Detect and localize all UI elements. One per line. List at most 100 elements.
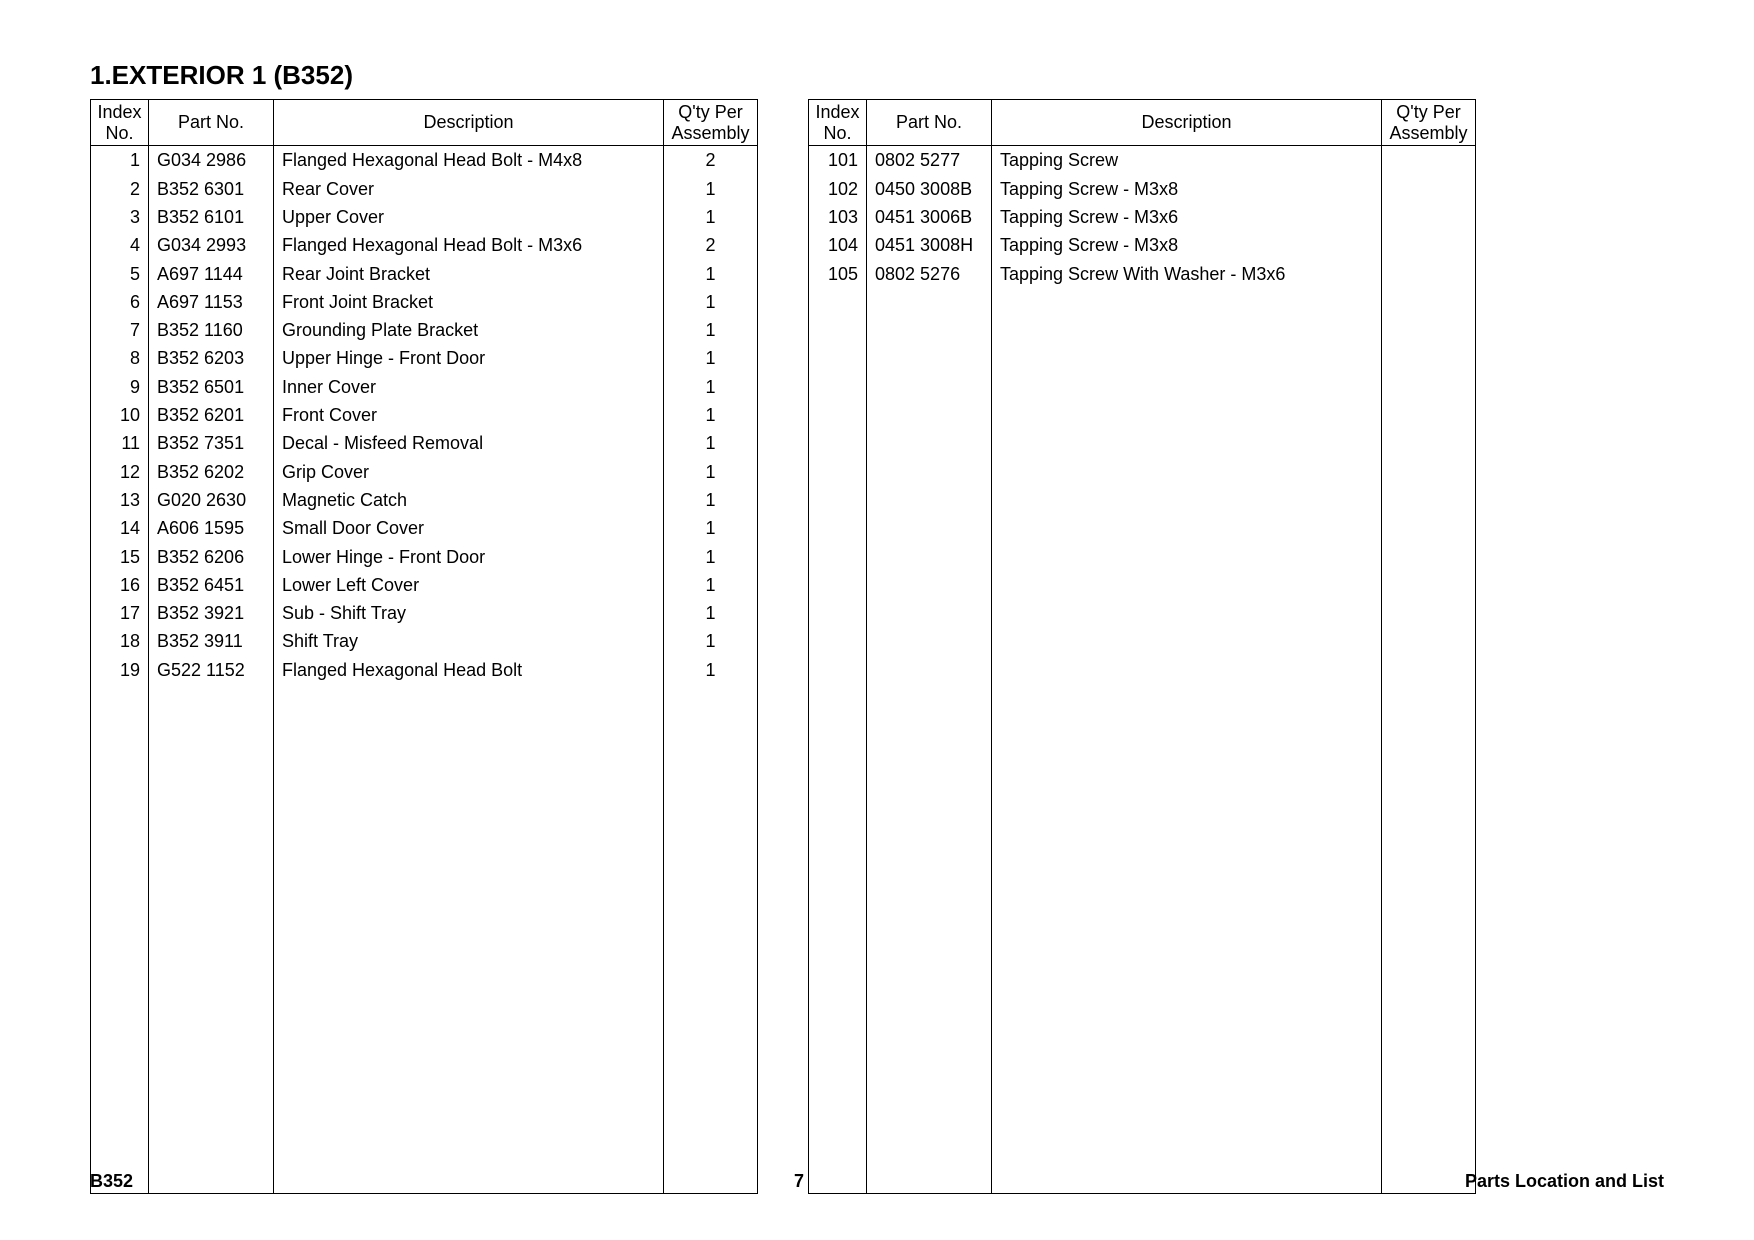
- table-row-empty: [809, 1137, 1476, 1165]
- table-row-empty: [809, 543, 1476, 571]
- cell-partno: 0451 3006B: [867, 203, 992, 231]
- table-row: 8B352 6203Upper Hinge - Front Door1: [91, 344, 758, 372]
- cell-qty: 1: [664, 514, 758, 542]
- cell-description: Small Door Cover: [274, 514, 664, 542]
- cell-partno: G034 2993: [149, 231, 274, 259]
- cell-description: Lower Left Cover: [274, 571, 664, 599]
- table-row: 10B352 6201Front Cover1: [91, 401, 758, 429]
- table-row: 1010802 5277Tapping Screw: [809, 146, 1476, 175]
- cell-description: Flanged Hexagonal Head Bolt - M3x6: [274, 231, 664, 259]
- cell-partno: G522 1152: [149, 656, 274, 684]
- cell-qty: 1: [664, 458, 758, 486]
- table-row-empty: [809, 288, 1476, 316]
- table-row-empty: [809, 712, 1476, 740]
- table-row: 11B352 7351Decal - Misfeed Removal1: [91, 429, 758, 457]
- table-row-empty: [809, 854, 1476, 882]
- cell-description: Rear Joint Bracket: [274, 260, 664, 288]
- cell-partno: B352 3911: [149, 627, 274, 655]
- table-row-empty: [809, 429, 1476, 457]
- table-row: 9B352 6501Inner Cover1: [91, 373, 758, 401]
- cell-partno: G034 2986: [149, 146, 274, 175]
- cell-partno: B352 6301: [149, 175, 274, 203]
- table-row-empty: [91, 939, 758, 967]
- cell-index: 105: [809, 260, 867, 288]
- table-row-empty: [91, 712, 758, 740]
- header-index: Index No.: [91, 100, 149, 146]
- cell-qty: 2: [664, 231, 758, 259]
- table-row-empty: [91, 854, 758, 882]
- cell-index: 6: [91, 288, 149, 316]
- table-row-empty: [809, 514, 1476, 542]
- table-row: 6A697 1153Front Joint Bracket1: [91, 288, 758, 316]
- table-row-empty: [809, 967, 1476, 995]
- table-row: 16B352 6451Lower Left Cover1: [91, 571, 758, 599]
- table-row: 1G034 2986Flanged Hexagonal Head Bolt - …: [91, 146, 758, 175]
- cell-description: Front Joint Bracket: [274, 288, 664, 316]
- cell-qty: [1382, 146, 1476, 175]
- cell-index: 14: [91, 514, 149, 542]
- cell-partno: B352 6501: [149, 373, 274, 401]
- table-row-empty: [809, 316, 1476, 344]
- header-partno: Part No.: [867, 100, 992, 146]
- cell-description: Decal - Misfeed Removal: [274, 429, 664, 457]
- cell-index: 103: [809, 203, 867, 231]
- cell-description: Upper Cover: [274, 203, 664, 231]
- table-row-empty: [809, 599, 1476, 627]
- table-row-empty: [809, 797, 1476, 825]
- cell-partno: B352 3921: [149, 599, 274, 627]
- cell-partno: B352 6202: [149, 458, 274, 486]
- table-row: 3B352 6101Upper Cover1: [91, 203, 758, 231]
- cell-index: 8: [91, 344, 149, 372]
- cell-index: 101: [809, 146, 867, 175]
- table-row-empty: [809, 1024, 1476, 1052]
- table-row-empty: [809, 486, 1476, 514]
- cell-index: 10: [91, 401, 149, 429]
- cell-description: Sub - Shift Tray: [274, 599, 664, 627]
- cell-description: Flanged Hexagonal Head Bolt: [274, 656, 664, 684]
- footer-right: Parts Location and List: [1465, 1171, 1664, 1192]
- table-row-empty: [809, 995, 1476, 1023]
- table-row: 18B352 3911Shift Tray1: [91, 627, 758, 655]
- header-index: Index No.: [809, 100, 867, 146]
- cell-qty: 1: [664, 288, 758, 316]
- cell-qty: [1382, 260, 1476, 288]
- table-row: 7B352 1160Grounding Plate Bracket1: [91, 316, 758, 344]
- table-row-empty: [91, 1080, 758, 1108]
- cell-description: Shift Tray: [274, 627, 664, 655]
- table-row-empty: [809, 656, 1476, 684]
- cell-qty: 1: [664, 656, 758, 684]
- table-row: 14A606 1595Small Door Cover1: [91, 514, 758, 542]
- cell-description: Upper Hinge - Front Door: [274, 344, 664, 372]
- table-header-row: Index No. Part No. Description Q'ty Per …: [91, 100, 758, 146]
- cell-description: Tapping Screw - M3x6: [992, 203, 1382, 231]
- cell-qty: 1: [664, 175, 758, 203]
- cell-partno: A697 1153: [149, 288, 274, 316]
- cell-description: Tapping Screw - M3x8: [992, 175, 1382, 203]
- cell-index: 7: [91, 316, 149, 344]
- table-row: 1030451 3006BTapping Screw - M3x6: [809, 203, 1476, 231]
- cell-partno: B352 7351: [149, 429, 274, 457]
- cell-index: 102: [809, 175, 867, 203]
- table-row-empty: [91, 684, 758, 712]
- table-row-empty: [809, 939, 1476, 967]
- table-row-empty: [91, 741, 758, 769]
- cell-qty: 1: [664, 203, 758, 231]
- table-row-empty: [91, 1108, 758, 1136]
- cell-index: 1: [91, 146, 149, 175]
- table-row: 4G034 2993Flanged Hexagonal Head Bolt - …: [91, 231, 758, 259]
- table-row-empty: [809, 344, 1476, 372]
- table-row: 1040451 3008HTapping Screw - M3x8: [809, 231, 1476, 259]
- table-row-empty: [91, 967, 758, 995]
- cell-partno: 0802 5277: [867, 146, 992, 175]
- cell-index: 2: [91, 175, 149, 203]
- table-row: 13G020 2630Magnetic Catch1: [91, 486, 758, 514]
- cell-qty: 1: [664, 543, 758, 571]
- cell-description: Lower Hinge - Front Door: [274, 543, 664, 571]
- cell-index: 16: [91, 571, 149, 599]
- cell-description: Rear Cover: [274, 175, 664, 203]
- table-row: 1050802 5276Tapping Screw With Washer - …: [809, 260, 1476, 288]
- cell-qty: 1: [664, 486, 758, 514]
- table-row-empty: [809, 684, 1476, 712]
- cell-partno: B352 1160: [149, 316, 274, 344]
- table-row: 12B352 6202Grip Cover1: [91, 458, 758, 486]
